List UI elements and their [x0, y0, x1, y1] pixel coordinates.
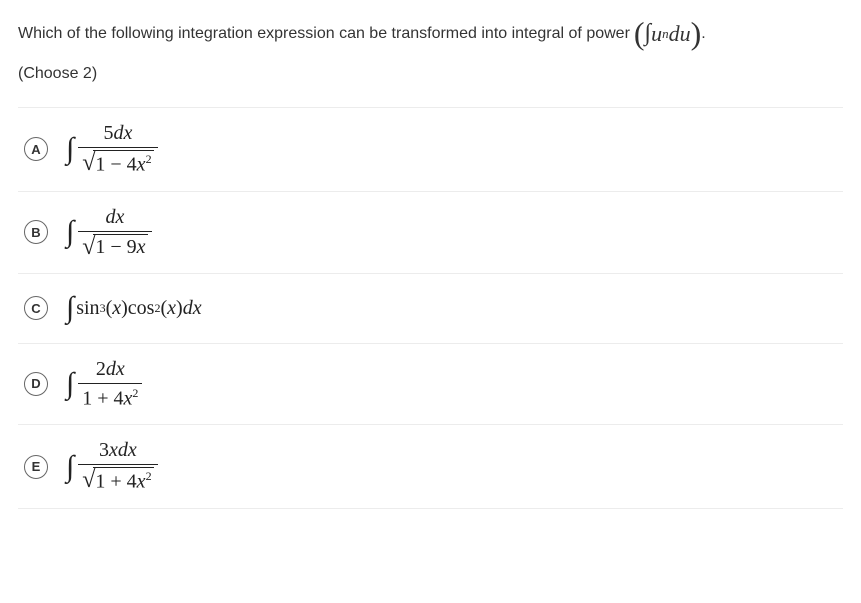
question-text: Which of the following integration expre… [18, 20, 843, 47]
rad-pre: 1 − 9 [95, 236, 136, 258]
option-a-math: ∫ 5dx 1 − 4x2 [66, 122, 160, 177]
rad-pre: 1 + 4 [95, 471, 136, 493]
question-suffix: . [701, 25, 705, 43]
option-letter: C [31, 301, 40, 316]
num-var: dx [105, 206, 124, 228]
den-exp: 2 [132, 386, 138, 400]
power-integral-form: (∫undu) [634, 20, 701, 47]
rad-pre: 1 − 4 [95, 154, 136, 176]
options-list: A ∫ 5dx 1 − 4x2 B ∫ dx [18, 107, 843, 509]
choose-instruction: (Choose 2) [18, 65, 843, 83]
option-d-math: ∫ 2dx 1 + 4x2 [66, 358, 144, 411]
rad-exp: 2 [146, 469, 152, 483]
num-const: 3 [99, 439, 109, 461]
var-x-2: x [167, 297, 176, 320]
dx-text: dx [183, 297, 202, 320]
rad-var: x [137, 154, 146, 176]
option-letter-circle: B [24, 220, 48, 244]
option-letter-circle: E [24, 455, 48, 479]
option-letter: A [31, 142, 40, 157]
option-c-math: ∫ sin3(x)cos2(x)dx [66, 291, 202, 325]
option-letter-circle: C [24, 296, 48, 320]
num-var: xdx [109, 439, 137, 461]
option-letter: B [31, 225, 40, 240]
option-b[interactable]: B ∫ dx 1 − 9x [18, 192, 843, 274]
option-letter: D [31, 376, 40, 391]
option-a[interactable]: A ∫ 5dx 1 − 4x2 [18, 107, 843, 192]
option-d[interactable]: D ∫ 2dx 1 + 4x2 [18, 344, 843, 426]
option-e-math: ∫ 3xdx 1 + 4x2 [66, 439, 160, 494]
option-letter-circle: A [24, 137, 48, 161]
sin-text: sin [76, 297, 99, 320]
option-b-math: ∫ dx 1 − 9x [66, 206, 154, 259]
var-x: x [112, 297, 121, 320]
option-e[interactable]: E ∫ 3xdx 1 + 4x2 [18, 425, 843, 509]
num-var: dx [113, 122, 132, 144]
num-var: dx [106, 358, 125, 380]
option-letter: E [32, 459, 41, 474]
option-c[interactable]: C ∫ sin3(x)cos2(x)dx [18, 274, 843, 344]
den-pre: 1 + 4 [82, 387, 123, 409]
num-const: 2 [96, 358, 106, 380]
rad-exp: 2 [146, 152, 152, 166]
num-const: 5 [103, 122, 113, 144]
rad-var: x [137, 471, 146, 493]
rad-var: x [137, 236, 146, 258]
cos-text: )cos [121, 297, 154, 320]
question-prefix: Which of the following integration expre… [18, 25, 630, 43]
paren-close: ) [176, 297, 183, 320]
option-letter-circle: D [24, 372, 48, 396]
